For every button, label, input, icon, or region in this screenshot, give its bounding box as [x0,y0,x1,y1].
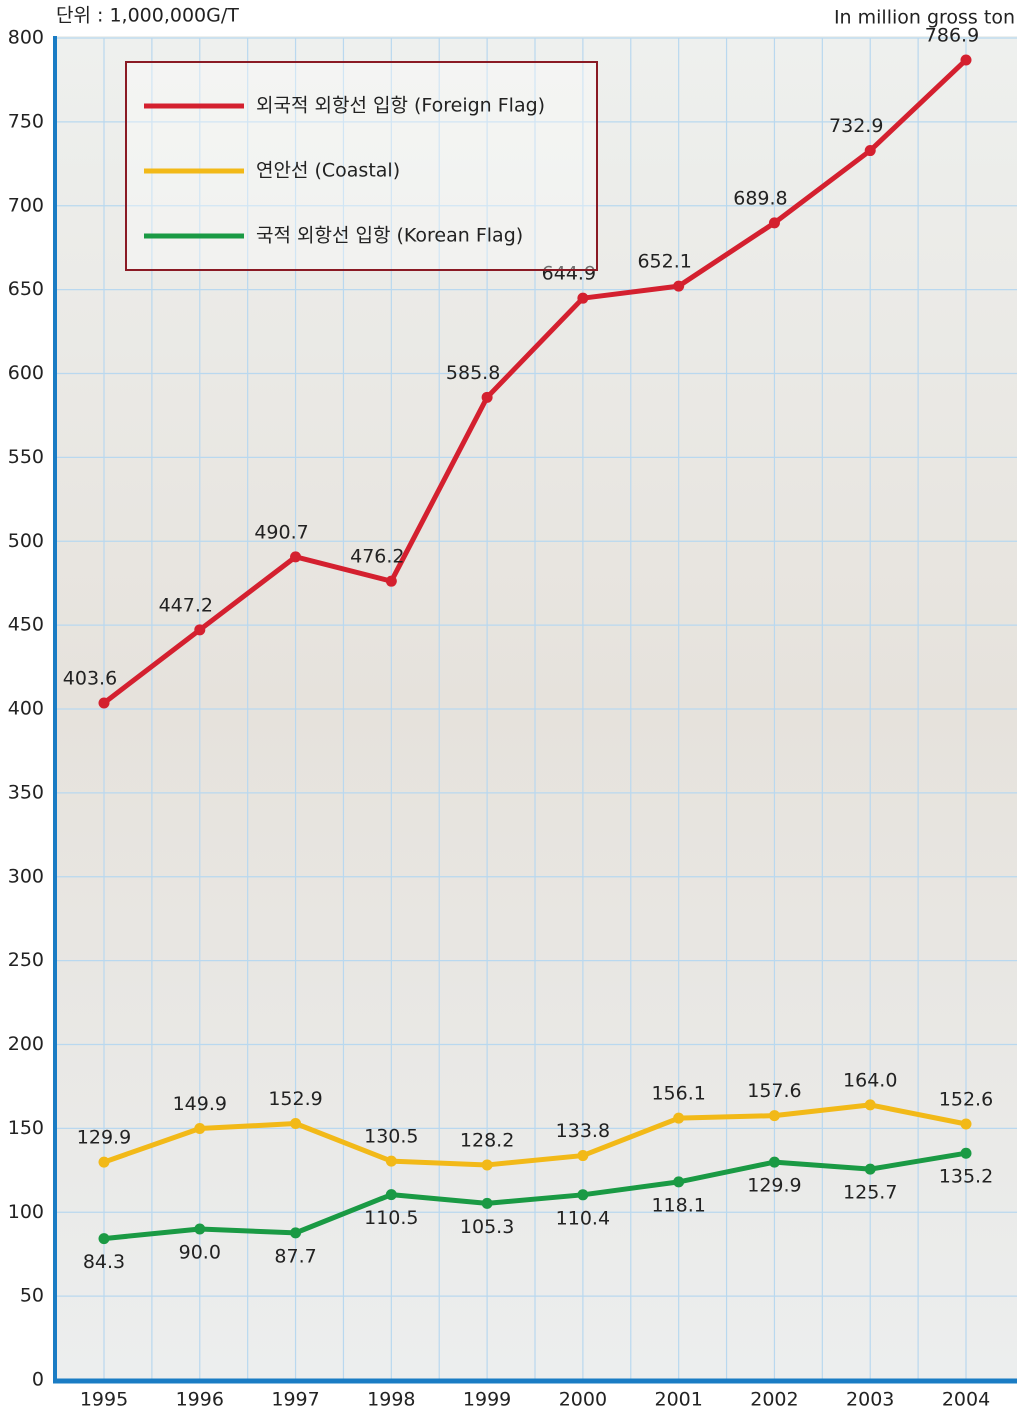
data-point [194,624,205,635]
data-point [290,1227,301,1238]
data-point [769,1157,780,1168]
data-point [482,392,493,403]
y-tick-label: 450 [8,614,44,636]
data-label: 156.1 [651,1083,705,1105]
data-point [482,1159,493,1170]
y-tick-label: 500 [8,530,44,552]
data-label: 732.9 [829,115,883,137]
data-label: 149.9 [173,1093,227,1115]
data-label: 164.0 [843,1069,897,1091]
data-label: 403.6 [63,667,117,689]
data-point [769,1110,780,1121]
x-tick-label: 2003 [846,1389,894,1411]
chart: 단위 : 1,000,000G/T In million gross ton 0… [0,0,1026,1415]
data-point [290,1118,301,1129]
data-label: 129.9 [77,1127,131,1149]
data-point [577,1150,588,1161]
data-point [673,1176,684,1187]
data-point [961,1119,972,1130]
data-label: 652.1 [637,251,691,273]
y-tick-label: 800 [8,27,44,49]
x-tick-label: 2004 [942,1389,990,1411]
data-label: 689.8 [733,187,787,209]
x-tick-label: 1998 [367,1389,415,1411]
data-label: 476.2 [350,546,404,568]
data-label: 110.4 [556,1207,610,1229]
data-point [673,1113,684,1124]
data-label: 129.9 [747,1175,801,1197]
data-point [865,1099,876,1110]
data-label: 152.6 [939,1089,993,1111]
data-label: 84.3 [83,1251,125,1273]
x-tick-label: 2001 [654,1389,702,1411]
y-tick-label: 300 [8,865,44,887]
x-tick-label: 2000 [559,1389,607,1411]
data-label: 105.3 [460,1216,514,1238]
y-tick-label: 150 [8,1117,44,1139]
y-tick-label: 250 [8,949,44,971]
legend-label: 연안선 (Coastal) [256,160,400,182]
y-tick-label: 0 [32,1369,44,1391]
data-label: 585.8 [446,362,500,384]
data-point [482,1198,493,1209]
y-tick-label: 600 [8,362,44,384]
data-point [577,1189,588,1200]
y-tick-label: 100 [8,1201,44,1223]
x-tick-label: 2002 [750,1389,798,1411]
data-point [99,1157,110,1168]
data-point [290,551,301,562]
y-tick-label: 50 [20,1285,44,1307]
y-tick-label: 200 [8,1033,44,1055]
data-label: 786.9 [925,24,979,46]
data-label: 110.5 [364,1207,418,1229]
x-tick-label: 1997 [271,1389,319,1411]
data-point [194,1123,205,1134]
y-tick-label: 650 [8,278,44,300]
data-label: 157.6 [747,1080,801,1102]
data-point [386,1189,397,1200]
data-label: 118.1 [651,1194,705,1216]
data-point [865,145,876,156]
x-tick-label: 1996 [176,1389,224,1411]
data-point [386,1156,397,1167]
data-label: 128.2 [460,1129,514,1151]
legend-label: 외국적 외항선 입항 (Foreign Flag) [256,95,545,117]
unit-label: 단위 : 1,000,000G/T [56,5,239,27]
legend-label: 국적 외항선 입항 (Korean Flag) [256,225,523,247]
y-tick-label: 550 [8,446,44,468]
data-point [673,281,684,292]
data-label: 135.2 [939,1166,993,1188]
data-point [961,54,972,65]
data-label: 125.7 [843,1182,897,1204]
y-tick-label: 700 [8,194,44,216]
data-point [577,293,588,304]
y-tick-label: 400 [8,698,44,720]
data-point [769,217,780,228]
data-point [99,697,110,708]
data-label: 133.8 [556,1120,610,1142]
data-point [865,1164,876,1175]
y-tick-label: 750 [8,110,44,132]
x-tick-label: 1999 [463,1389,511,1411]
data-label: 87.7 [274,1245,316,1267]
data-label: 130.5 [364,1126,418,1148]
data-point [194,1224,205,1235]
data-label: 152.9 [268,1088,322,1110]
x-tick-label: 1995 [80,1389,128,1411]
data-label: 90.0 [179,1242,221,1264]
data-label: 447.2 [159,594,213,616]
data-point [99,1233,110,1244]
y-tick-label: 350 [8,781,44,803]
data-label: 490.7 [254,521,308,543]
data-point [961,1148,972,1159]
data-point [386,576,397,587]
